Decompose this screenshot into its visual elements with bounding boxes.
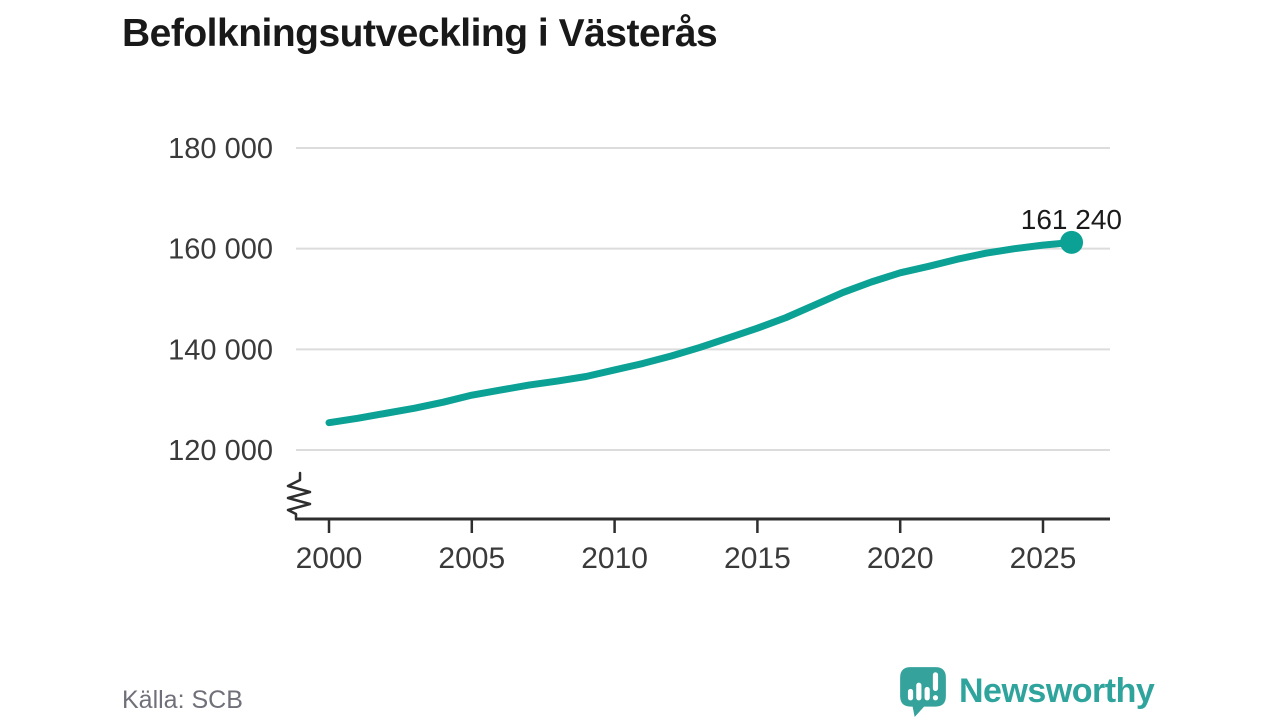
axis-break-icon [286, 471, 312, 521]
y-tick-label: 180 000 [168, 133, 273, 165]
x-tick-label: 2000 [296, 542, 363, 575]
x-tick-label: 2015 [724, 542, 791, 575]
source-note: Källa: SCB [122, 686, 243, 714]
newsworthy-logo: Newsworthy [897, 665, 1155, 718]
chart-title: Befolkningsutveckling i Västerås [122, 12, 718, 55]
x-tick-label: 2025 [1010, 542, 1077, 575]
y-tick-label: 120 000 [168, 435, 273, 467]
end-point-marker [1060, 230, 1084, 254]
x-tick-label: 2010 [581, 542, 648, 575]
x-tick-label: 2020 [867, 542, 934, 575]
y-tick-label: 140 000 [168, 334, 273, 366]
x-tick-label: 2005 [438, 542, 505, 575]
end-value-label: 161 240 [1021, 204, 1122, 235]
newsworthy-wordmark: Newsworthy [959, 672, 1155, 710]
population-line [325, 238, 1076, 427]
newsworthy-bars-icon [900, 667, 946, 717]
y-tick-label: 160 000 [168, 234, 273, 266]
